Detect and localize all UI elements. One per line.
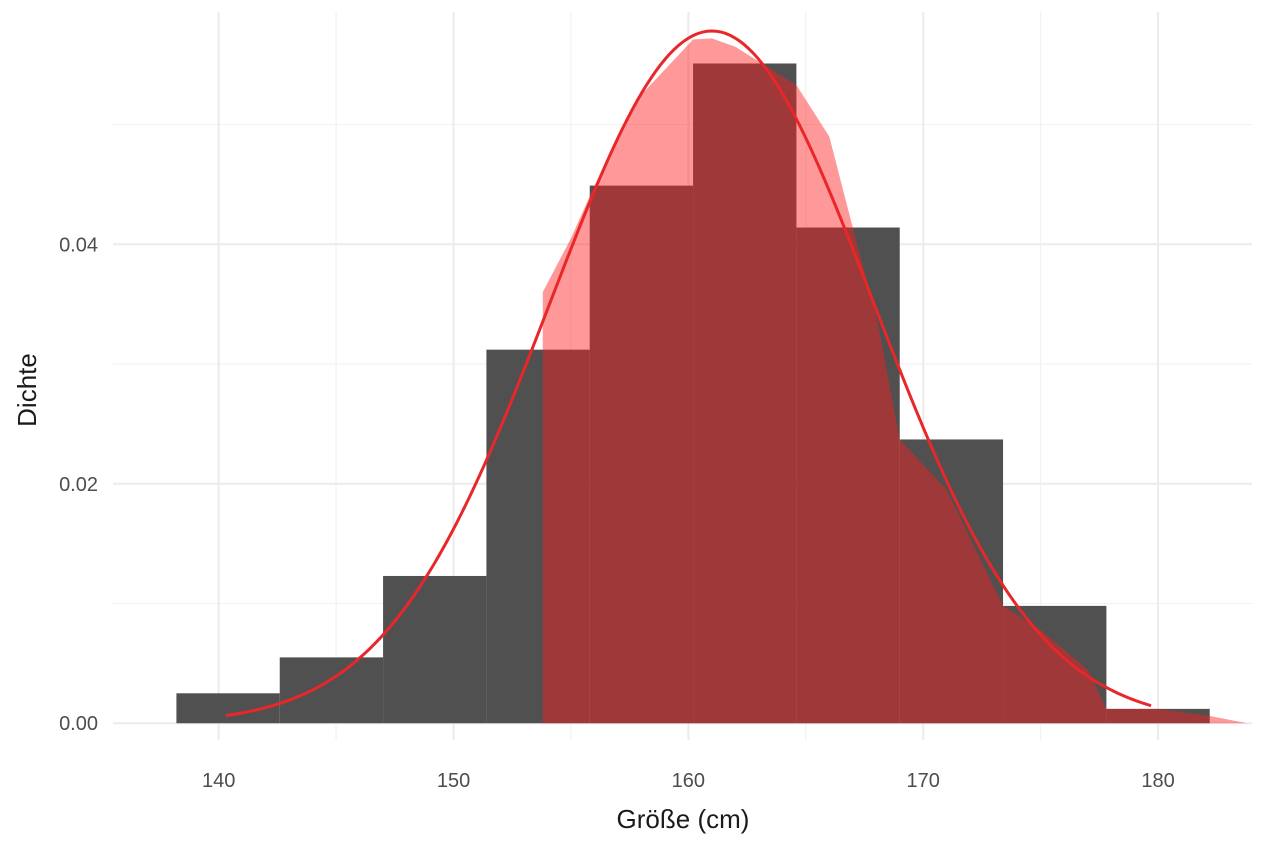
density-curve — [225, 29, 1152, 718]
histogram-bar — [383, 575, 487, 724]
y-axis-ticks: 0.00 0.02 0.04 — [59, 234, 98, 735]
density-area-fill — [542, 38, 1248, 724]
density-area — [542, 38, 1248, 724]
x-tick-label: 150 — [437, 770, 470, 792]
x-tick-label: 140 — [202, 770, 235, 792]
histogram-bar — [486, 349, 590, 724]
y-tick-label: 0.04 — [59, 234, 98, 256]
x-axis-ticks: 140 150 160 170 180 — [202, 770, 1175, 792]
y-axis-title: Dichte — [12, 353, 42, 427]
x-tick-label: 160 — [672, 770, 705, 792]
histogram-bar — [589, 185, 694, 724]
histogram-bar — [1003, 605, 1107, 724]
y-tick-label: 0.02 — [59, 474, 98, 496]
histogram-bar — [796, 227, 900, 724]
x-tick-label: 180 — [1141, 770, 1174, 792]
histogram-bar — [899, 439, 1004, 724]
y-tick-label: 0.00 — [59, 713, 98, 735]
x-tick-label: 170 — [907, 770, 940, 792]
histogram-bars — [176, 63, 1210, 724]
histogram-bar — [1106, 708, 1210, 724]
x-axis-title: Größe (cm) — [617, 804, 750, 834]
histogram-bar — [279, 657, 384, 724]
histogram-bar — [693, 63, 797, 724]
density-curve-line — [225, 29, 1152, 718]
